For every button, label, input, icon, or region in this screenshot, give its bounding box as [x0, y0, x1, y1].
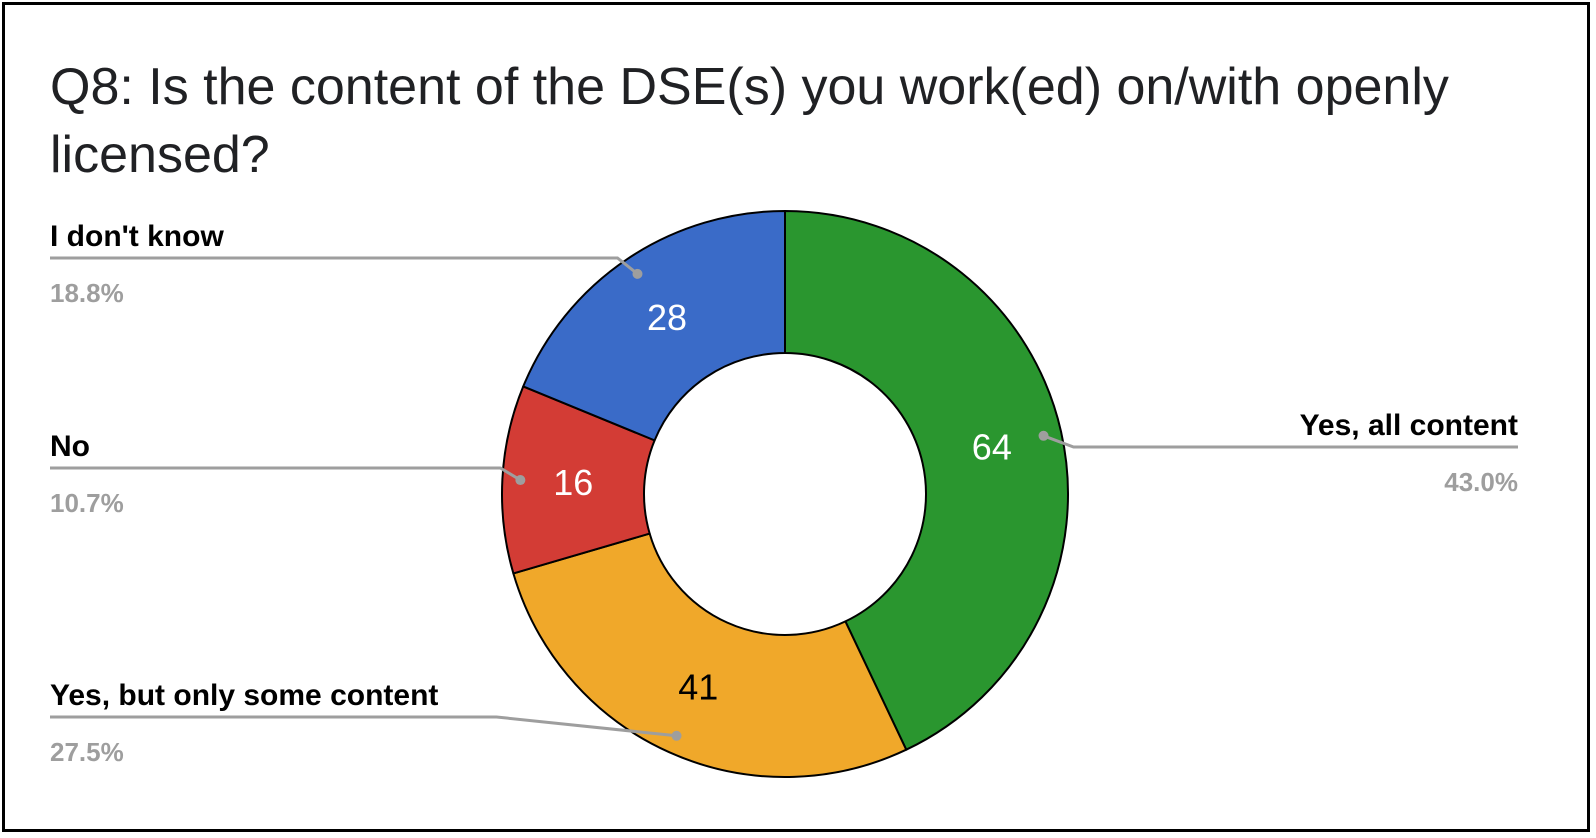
- category-label-yes-but-only-some-content: Yes, but only some content: [50, 679, 438, 712]
- leader-line-i-don-t-know: [50, 256, 639, 276]
- category-label-no: No: [50, 430, 90, 463]
- category-label-yes-all-content: Yes, all content: [1300, 409, 1518, 442]
- leader-dot-yes-all-content: [1038, 430, 1049, 441]
- leader-dot-i-don-t-know: [632, 268, 643, 279]
- percent-label-i-don-t-know: 18.8%: [50, 278, 124, 308]
- leader-line-no: [50, 466, 522, 482]
- chart-title: Q8: Is the content of the DSE(s) you wor…: [50, 58, 1449, 184]
- category-label-i-don-t-know: I don't know: [50, 220, 224, 253]
- leader-dot-no: [515, 475, 526, 486]
- percent-label-yes-but-only-some-content: 27.5%: [50, 737, 124, 767]
- percent-label-yes-all-content: 43.0%: [1444, 467, 1518, 497]
- slice-value-no: 16: [553, 462, 593, 503]
- donut-chart: 64 Yes, all content 43.0% 41 Yes, but only s…: [50, 210, 1518, 778]
- slice-value-yes-all-content: 64: [972, 426, 1012, 467]
- slice-i-don-t-know: [522, 210, 786, 442]
- leader-dot-yes-but-only-some-content: [671, 730, 682, 741]
- leader-line-yes-all-content: [1043, 434, 1518, 449]
- slice-value-yes-but-only-some-content: 41: [678, 666, 718, 707]
- slice-value-i-don-t-know: 28: [647, 297, 687, 338]
- slice-yes-but-only-some-content: [512, 532, 908, 778]
- percent-label-no: 10.7%: [50, 488, 124, 518]
- leader-line-yes-but-only-some-content: [50, 715, 677, 738]
- slice-yes-all-content: [784, 210, 1069, 751]
